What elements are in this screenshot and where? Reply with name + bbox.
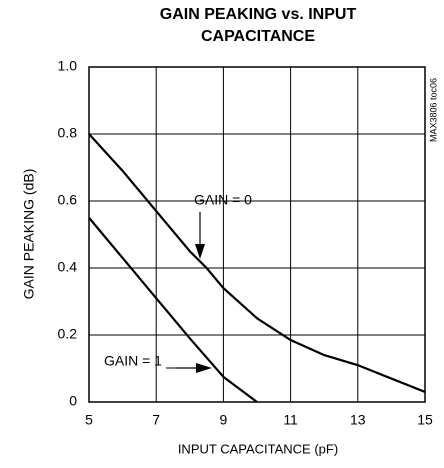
y-tick-label: 0.2 xyxy=(58,326,78,342)
y-tick-label: 0.6 xyxy=(58,192,78,208)
series-annotation: GAIN = 0 xyxy=(194,192,252,208)
y-tick-label: 0.4 xyxy=(58,259,78,275)
y-tick-label: 1.0 xyxy=(58,58,78,74)
y-tick-label: 0.8 xyxy=(58,125,78,141)
y-axis-label: GAIN PEAKING (dB) xyxy=(21,169,37,300)
x-tick-label: 15 xyxy=(417,412,433,428)
chart-title: GAIN PEAKING vs. INPUT CAPACITANCE xyxy=(159,6,357,45)
x-tick-label: 9 xyxy=(220,412,228,428)
x-tick-label: 7 xyxy=(152,412,160,428)
arrow-head xyxy=(195,244,205,259)
series-line xyxy=(88,133,426,393)
y-tick-label: 0 xyxy=(69,393,77,409)
x-tick-label: 13 xyxy=(350,412,366,428)
series-annotation: GAIN = 1 xyxy=(104,353,162,369)
x-tick-label: 11 xyxy=(283,412,298,428)
x-tick-label: 5 xyxy=(85,412,93,428)
series-line xyxy=(88,217,258,403)
x-axis-label: INPUT CAPACITANCE (pF) xyxy=(178,441,338,456)
side-note: MAX3806 toc06 xyxy=(428,78,438,142)
arrow-head xyxy=(196,363,212,373)
